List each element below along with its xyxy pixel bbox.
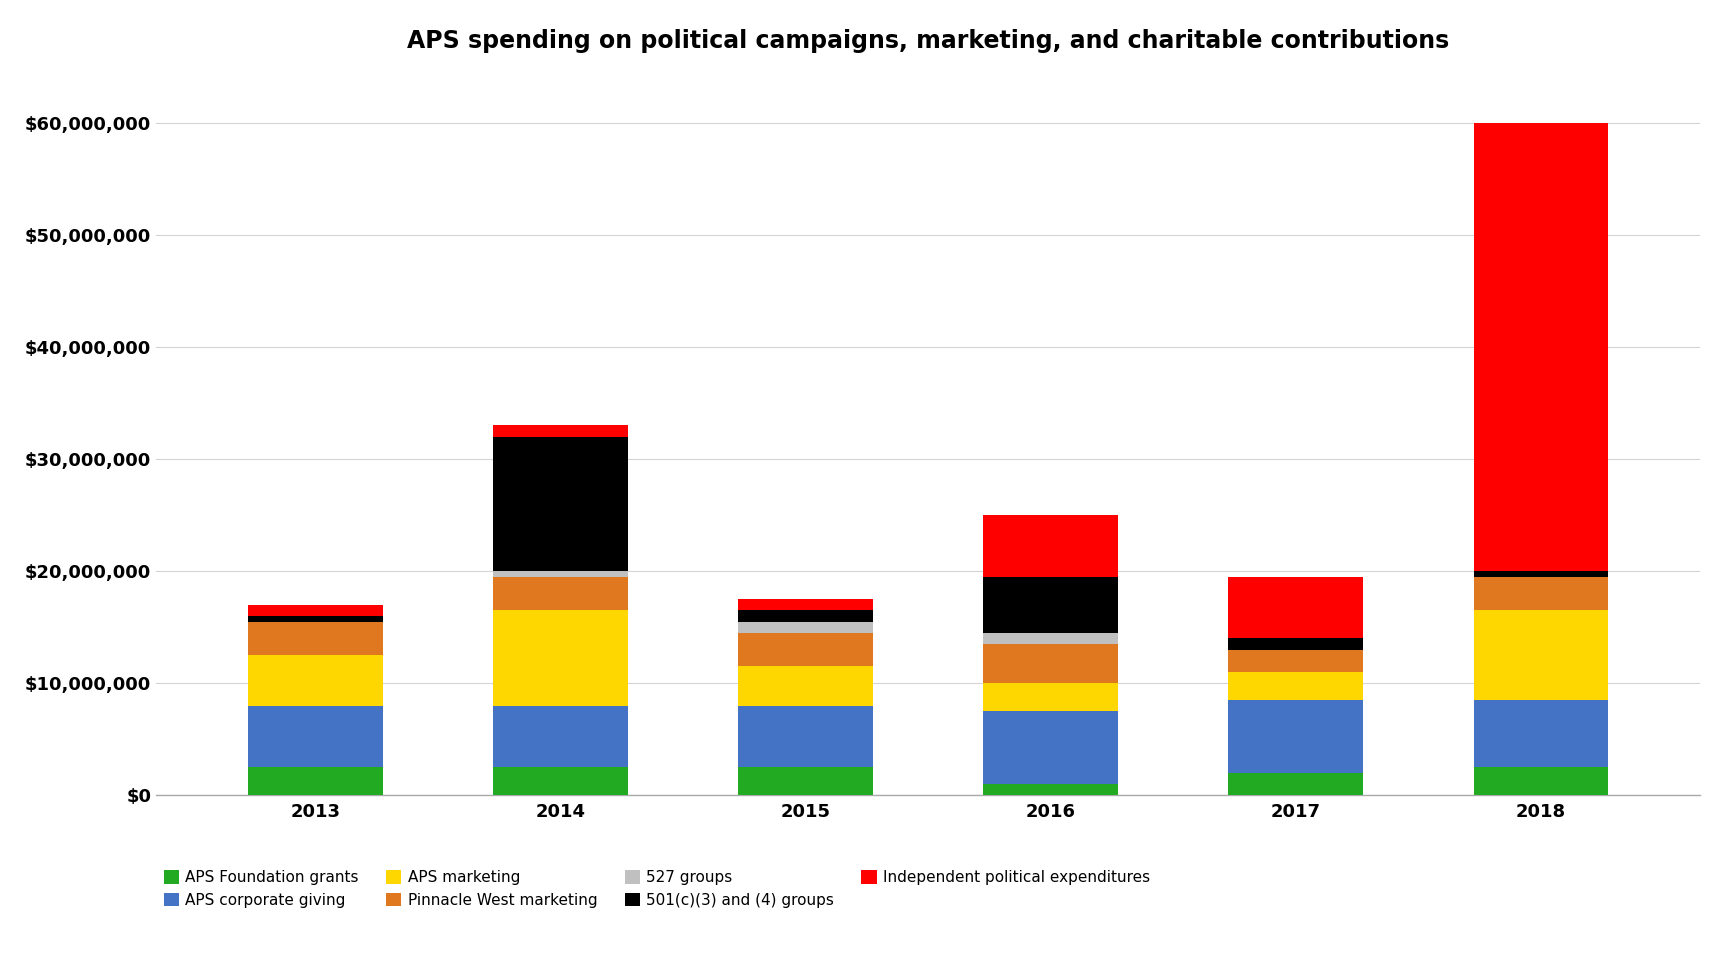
Bar	[1473, 700, 1608, 767]
Bar	[248, 705, 383, 767]
Bar	[1473, 767, 1608, 795]
Bar	[739, 599, 873, 610]
Bar	[1473, 610, 1608, 700]
Bar	[1228, 650, 1364, 672]
Bar	[1473, 571, 1608, 577]
Bar	[248, 622, 383, 655]
Bar	[984, 632, 1117, 644]
Bar	[1473, 577, 1608, 610]
Bar	[248, 604, 383, 616]
Bar	[984, 515, 1117, 577]
Bar	[984, 784, 1117, 795]
Bar	[493, 767, 628, 795]
Bar	[1228, 773, 1364, 795]
Bar	[984, 683, 1117, 711]
Bar	[493, 610, 628, 705]
Bar	[493, 577, 628, 610]
Bar	[248, 616, 383, 622]
Bar	[493, 571, 628, 577]
Bar	[984, 577, 1117, 632]
Bar	[739, 667, 873, 705]
Bar	[493, 705, 628, 767]
Bar	[739, 705, 873, 767]
Bar	[1228, 577, 1364, 638]
Bar	[1228, 700, 1364, 773]
Legend: APS Foundation grants, APS corporate giving, APS marketing, Pinnacle West market: APS Foundation grants, APS corporate giv…	[163, 870, 1150, 907]
Bar	[493, 425, 628, 437]
Bar	[739, 767, 873, 795]
Bar	[984, 711, 1117, 784]
Bar	[493, 437, 628, 571]
Bar	[248, 767, 383, 795]
Bar	[984, 644, 1117, 683]
Bar	[1228, 672, 1364, 700]
Title: APS spending on political campaigns, marketing, and charitable contributions: APS spending on political campaigns, mar…	[408, 29, 1449, 53]
Bar	[739, 632, 873, 667]
Bar	[1228, 638, 1364, 650]
Bar	[739, 610, 873, 622]
Bar	[739, 622, 873, 632]
Bar	[248, 655, 383, 705]
Bar	[1473, 123, 1608, 571]
